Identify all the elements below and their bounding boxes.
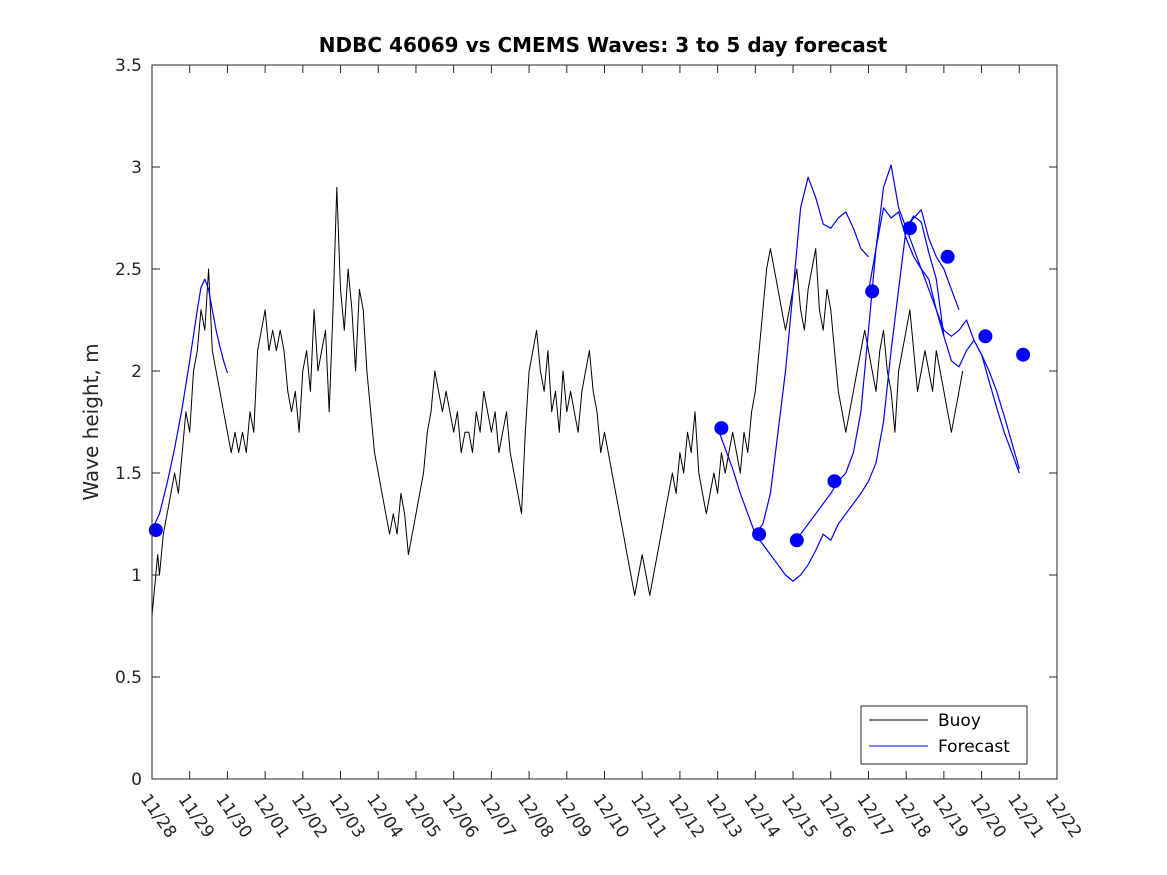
y-tick-label: 1 (131, 566, 142, 586)
x-tick-label: 12/16 (815, 790, 859, 842)
y-tick-label: 1.5 (115, 464, 142, 484)
y-tick-label: 0 (131, 770, 142, 790)
x-tick-label: 11/29 (174, 790, 218, 842)
x-tick-label: 12/22 (1041, 790, 1085, 842)
legend-box (860, 705, 1028, 765)
forecast-marker-point (827, 474, 842, 489)
x-tick-label: 12/07 (475, 790, 519, 842)
forecast-series-line-4 (867, 207, 1020, 470)
y-tick-label: 2 (131, 362, 142, 382)
forecast-series-line-1 (717, 176, 869, 535)
legend-buoy-label: Buoy (938, 711, 981, 731)
forecast-series-line-5 (905, 227, 1020, 474)
plot-area (152, 65, 1057, 779)
x-tick-label: 12/15 (777, 790, 821, 842)
x-tick-label: 11/30 (211, 790, 255, 842)
buoy-series-line (151, 186, 964, 616)
forecast-marker-point (940, 249, 955, 264)
forecast-marker-point (1016, 347, 1031, 362)
forecast-marker-point (902, 221, 917, 236)
y-tick-label: 3.5 (115, 56, 142, 76)
x-tick-label: 12/20 (965, 790, 1009, 842)
x-tick-label: 12/14 (739, 790, 783, 842)
y-axis-ticks: 0 0.5 1 1.5 2 2.5 3 3.5 (115, 56, 1057, 790)
x-tick-label: 12/01 (249, 790, 293, 842)
y-tick-label: 3 (131, 158, 142, 178)
x-tick-label: 12/05 (400, 790, 444, 842)
plot-background (152, 65, 1057, 779)
legend-forecast-label: Forecast (938, 737, 1010, 757)
legend: Buoy Forecast (860, 705, 1028, 765)
x-tick-label: 12/08 (513, 790, 557, 842)
x-tick-label: 12/17 (852, 790, 896, 842)
x-tick-label: 12/13 (702, 790, 746, 842)
forecast-marker-point (752, 527, 767, 542)
x-tick-label: 12/02 (287, 790, 331, 842)
x-tick-label: 11/28 (136, 790, 180, 842)
x-tick-label: 12/21 (1003, 790, 1047, 842)
x-tick-label: 12/19 (928, 790, 972, 842)
y-tick-label: 0.5 (115, 668, 142, 688)
forecast-marker-point (789, 533, 804, 548)
x-tick-label: 12/18 (890, 790, 934, 842)
x-tick-label: 12/04 (362, 790, 406, 842)
series-layer (148, 164, 1031, 616)
x-tick-label: 12/03 (324, 790, 368, 842)
forecast-series-line-0 (151, 278, 228, 531)
x-tick-label: 12/12 (664, 790, 708, 842)
y-axis-label: Wave height, m (79, 343, 103, 500)
forecast-marker-point (148, 523, 163, 538)
x-tick-label: 12/10 (588, 790, 632, 842)
x-tick-label: 12/06 (438, 790, 482, 842)
forecast-marker-point (978, 329, 993, 344)
forecast-series-line-2 (754, 215, 945, 582)
chart-title: NDBC 46069 vs CMEMS Waves: 3 to 5 day fo… (319, 33, 888, 57)
forecast-marker-point (714, 421, 729, 436)
x-tick-label: 12/09 (551, 790, 595, 842)
y-tick-label: 2.5 (115, 260, 142, 280)
forecast-marker-point (865, 284, 880, 299)
x-tick-label: 12/11 (626, 790, 670, 842)
